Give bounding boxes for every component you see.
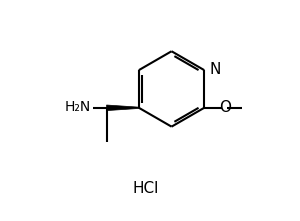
Text: HCl: HCl [133,181,159,196]
Text: O: O [219,100,231,115]
Text: N: N [210,61,221,76]
Text: H₂N: H₂N [64,100,90,114]
Polygon shape [106,105,139,110]
